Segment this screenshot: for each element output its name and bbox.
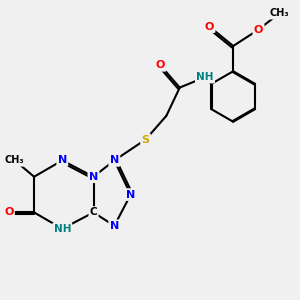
Text: N: N [89,172,98,182]
Text: NH: NH [196,72,214,82]
Text: CH₃: CH₃ [5,155,25,165]
Text: C: C [90,207,97,218]
Text: N: N [110,221,119,231]
Text: S: S [142,135,149,145]
Text: O: O [4,207,14,218]
Text: O: O [254,25,263,34]
Text: N: N [89,172,98,182]
Text: N: N [126,190,135,200]
Text: CH₃: CH₃ [269,8,289,18]
Text: O: O [156,60,165,70]
Text: N: N [110,155,119,165]
Text: N: N [58,155,67,165]
Text: O: O [205,22,214,32]
Text: NH: NH [54,224,71,234]
